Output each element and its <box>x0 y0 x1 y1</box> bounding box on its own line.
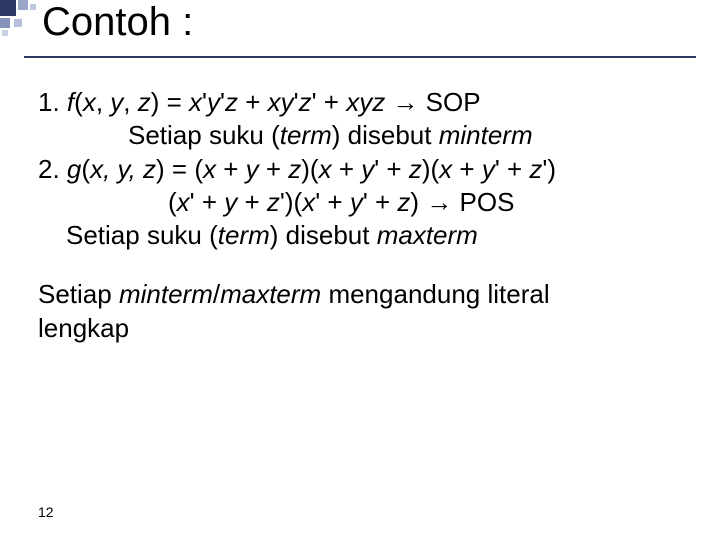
slide-body: 1. f(x, y, z) = x'y'z + xy'z' + xyz → SO… <box>38 86 688 345</box>
slide-title: Contoh : <box>42 0 193 45</box>
line-6: Setiap minterm/maxterm mengandung litera… <box>38 278 688 311</box>
square-icon <box>2 30 8 36</box>
line-3: 2. g(x, y, z) = (x + y + z)(x + y' + z)(… <box>38 153 688 186</box>
line-4: (x' + y + z')(x' + y' + z) → POS <box>38 186 688 219</box>
slide: Contoh : 1. f(x, y, z) = x'y'z + xy'z' +… <box>0 0 720 540</box>
square-icon <box>0 0 16 16</box>
square-icon <box>0 18 10 28</box>
square-icon <box>14 19 22 27</box>
page-number: 12 <box>38 504 54 520</box>
square-icon <box>18 0 28 10</box>
title-underline <box>24 56 696 58</box>
square-icon <box>30 4 36 10</box>
line-7: lengkap <box>38 312 688 345</box>
line-1: 1. f(x, y, z) = x'y'z + xy'z' + xyz → SO… <box>38 86 688 119</box>
line-2: Setiap suku (term) disebut minterm <box>38 119 688 152</box>
line-5: Setiap suku (term) disebut maxterm <box>38 219 688 252</box>
